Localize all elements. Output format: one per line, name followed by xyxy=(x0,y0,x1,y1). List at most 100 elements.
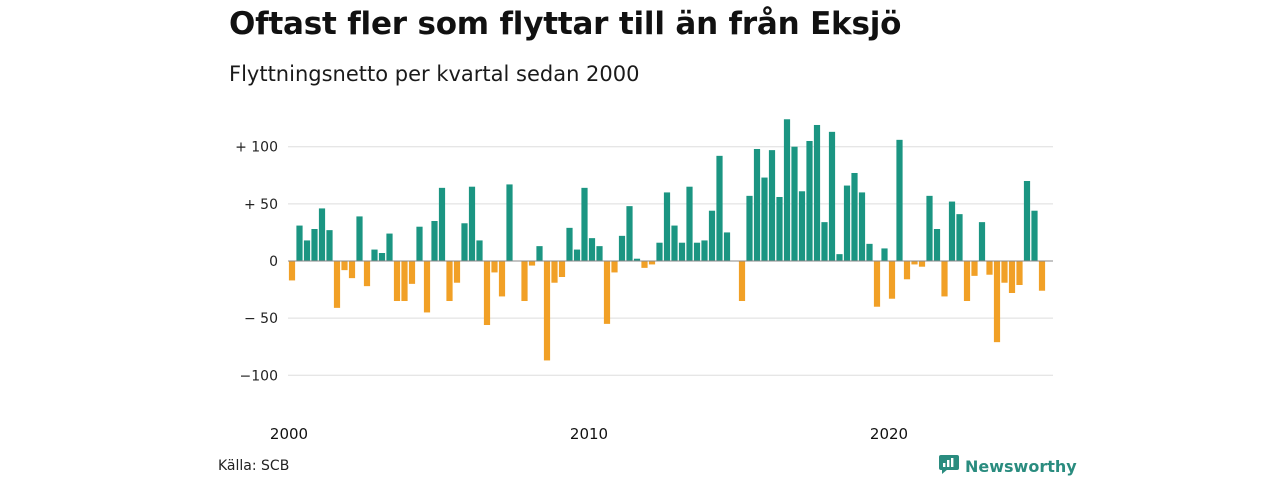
bar xyxy=(386,233,393,261)
bar xyxy=(896,139,903,261)
bar xyxy=(446,261,453,302)
bar xyxy=(521,261,528,302)
source-credit: Källa: SCB xyxy=(218,458,290,474)
bar xyxy=(641,261,648,268)
bar xyxy=(318,208,326,261)
bars xyxy=(288,119,1046,361)
bar xyxy=(483,261,491,326)
y-tick-label: + 50 xyxy=(244,197,278,213)
bar xyxy=(618,235,626,261)
bar xyxy=(363,261,371,287)
bar xyxy=(978,222,986,261)
bar xyxy=(566,227,573,261)
bar xyxy=(956,214,963,261)
bar xyxy=(326,230,333,261)
bar-chart: + 100 + 50 0 − 50 −100 2000 2010 2020 xyxy=(235,119,1053,443)
bar xyxy=(746,195,753,261)
bar xyxy=(791,146,798,261)
grid-lines xyxy=(288,146,1053,376)
bar xyxy=(821,222,828,261)
bar xyxy=(671,225,678,261)
bar xyxy=(768,150,776,261)
bar xyxy=(431,221,438,262)
bar xyxy=(963,261,971,302)
bar xyxy=(506,184,513,261)
bar xyxy=(288,261,296,281)
bar xyxy=(851,172,858,261)
bar xyxy=(378,253,386,261)
bar xyxy=(971,261,978,276)
bar xyxy=(903,261,911,280)
bar xyxy=(933,229,941,261)
bar xyxy=(528,261,536,266)
bar xyxy=(1023,180,1031,261)
bar xyxy=(723,232,731,261)
bar xyxy=(371,249,378,261)
bar xyxy=(341,261,348,271)
newsworthy-logo-icon xyxy=(939,454,959,478)
y-tick-label: − 50 xyxy=(244,311,278,327)
bar xyxy=(333,261,341,308)
bar xyxy=(806,140,813,262)
bar xyxy=(828,131,836,261)
bar xyxy=(843,185,851,261)
bar xyxy=(311,229,318,261)
x-axis-labels: 2000 2010 2020 xyxy=(270,425,908,443)
chart-subtitle: Flyttningsnetto per kvartal sedan 2000 xyxy=(229,62,640,86)
bar xyxy=(858,192,866,261)
y-tick-label: 0 xyxy=(269,254,278,270)
bar xyxy=(393,261,401,302)
bar xyxy=(926,195,933,261)
bar xyxy=(543,261,551,361)
bar xyxy=(1016,261,1023,285)
bar xyxy=(356,216,363,261)
bar xyxy=(813,124,821,261)
bar xyxy=(663,192,671,261)
bar xyxy=(738,261,746,302)
bar xyxy=(888,261,896,299)
bar xyxy=(678,242,686,261)
chart-title: Oftast fler som flyttar till än från Eks… xyxy=(229,6,902,42)
bar xyxy=(1038,261,1046,291)
bar xyxy=(588,238,596,261)
bar xyxy=(911,261,918,265)
bar xyxy=(348,261,356,279)
bar xyxy=(776,196,783,261)
bar xyxy=(453,261,461,283)
bar xyxy=(581,187,588,261)
x-tick-label: 2010 xyxy=(570,425,608,443)
bar xyxy=(626,206,633,261)
bar xyxy=(633,258,641,261)
bar xyxy=(948,201,956,261)
bar xyxy=(701,240,708,261)
bar xyxy=(753,148,761,261)
bar xyxy=(603,261,611,324)
bar xyxy=(881,248,888,261)
y-axis-labels: + 100 + 50 0 − 50 −100 xyxy=(235,140,278,385)
bar xyxy=(686,186,693,261)
bar xyxy=(836,254,843,261)
bar xyxy=(611,261,618,273)
bar xyxy=(573,249,581,261)
bar xyxy=(873,261,881,307)
bar xyxy=(708,210,716,261)
brand-name: Newsworthy xyxy=(965,456,1077,476)
bar xyxy=(1008,261,1016,293)
bar xyxy=(986,261,993,275)
y-tick-label: −100 xyxy=(240,368,278,384)
bar xyxy=(468,186,476,261)
bar xyxy=(491,261,498,273)
newsworthy-brand[interactable]: Newsworthy xyxy=(939,454,1077,478)
bar xyxy=(476,240,483,261)
bar xyxy=(918,261,926,267)
bar xyxy=(296,225,303,261)
bar xyxy=(1031,210,1038,261)
bar xyxy=(438,187,446,261)
bar xyxy=(498,261,506,297)
bar xyxy=(536,246,543,261)
x-tick-label: 2020 xyxy=(870,425,908,443)
bar xyxy=(423,261,431,313)
bar xyxy=(866,243,873,261)
bar xyxy=(408,261,416,284)
bar xyxy=(798,191,806,261)
